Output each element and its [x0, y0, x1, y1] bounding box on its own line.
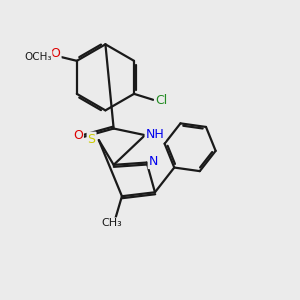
- Text: Cl: Cl: [155, 94, 167, 107]
- Text: O: O: [51, 47, 61, 60]
- Text: O: O: [73, 129, 83, 142]
- Text: NH: NH: [146, 128, 164, 141]
- Text: OCH₃: OCH₃: [24, 52, 52, 61]
- Text: S: S: [88, 133, 95, 146]
- Text: N: N: [148, 155, 158, 168]
- Text: CH₃: CH₃: [102, 218, 122, 228]
